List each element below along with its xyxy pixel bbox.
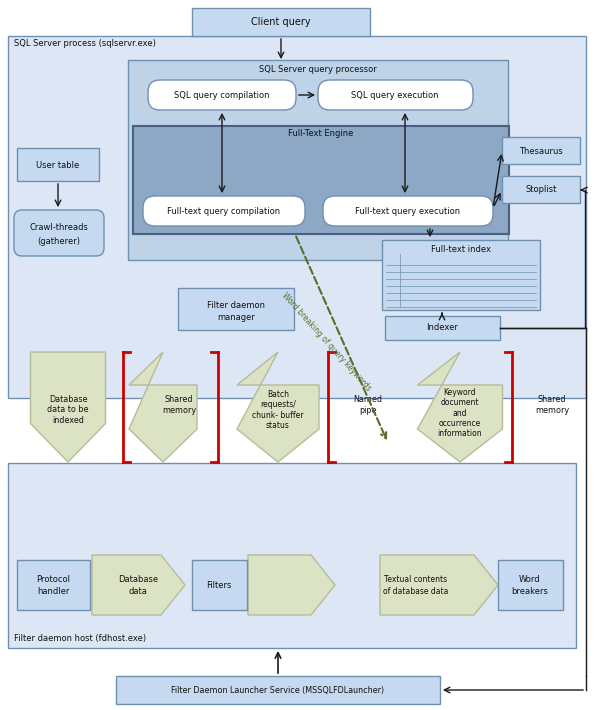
Text: Full-text query compilation: Full-text query compilation [167, 207, 281, 216]
Text: Crawl-threads: Crawl-threads [29, 224, 88, 232]
Text: Filter daemon host (fdhost.exe): Filter daemon host (fdhost.exe) [14, 633, 146, 643]
FancyBboxPatch shape [8, 463, 576, 648]
Polygon shape [129, 352, 197, 462]
Text: Database
data to be
indexed: Database data to be indexed [47, 395, 89, 425]
FancyBboxPatch shape [192, 560, 247, 610]
FancyBboxPatch shape [318, 80, 473, 110]
FancyBboxPatch shape [17, 560, 90, 610]
Polygon shape [248, 555, 335, 615]
FancyBboxPatch shape [178, 288, 294, 330]
Text: SQL Server query processor: SQL Server query processor [259, 65, 377, 74]
Text: Filters: Filters [206, 581, 232, 589]
Text: Textual contents: Textual contents [385, 574, 448, 584]
Text: Named
pipe: Named pipe [353, 395, 383, 415]
Text: Client query: Client query [251, 17, 311, 27]
FancyBboxPatch shape [133, 126, 509, 234]
Polygon shape [31, 352, 106, 462]
Text: manager: manager [217, 314, 255, 322]
Text: Word breaking of query keywords: Word breaking of query keywords [280, 291, 373, 393]
Polygon shape [237, 352, 319, 462]
FancyBboxPatch shape [17, 148, 99, 181]
FancyBboxPatch shape [128, 60, 508, 260]
Text: Shared
memory: Shared memory [162, 395, 196, 415]
FancyBboxPatch shape [323, 196, 493, 226]
Text: Word: Word [519, 576, 541, 584]
Text: breakers: breakers [512, 587, 548, 596]
Text: SQL query execution: SQL query execution [351, 90, 439, 99]
FancyBboxPatch shape [502, 176, 580, 203]
Polygon shape [92, 555, 185, 615]
Text: Full-text index: Full-text index [431, 246, 491, 254]
Text: Stoplist: Stoplist [526, 185, 557, 195]
FancyBboxPatch shape [385, 316, 500, 340]
FancyBboxPatch shape [502, 137, 580, 164]
Text: handler: handler [37, 587, 69, 596]
FancyBboxPatch shape [8, 36, 586, 398]
FancyBboxPatch shape [192, 8, 370, 36]
Text: Full-text query execution: Full-text query execution [355, 207, 461, 216]
Text: Protocol: Protocol [36, 576, 70, 584]
FancyBboxPatch shape [498, 560, 563, 610]
Text: User table: User table [37, 160, 80, 170]
Text: SQL query compilation: SQL query compilation [174, 90, 270, 99]
Text: SQL Server process (sqlservr.exe): SQL Server process (sqlservr.exe) [14, 40, 156, 48]
Text: Thesaurus: Thesaurus [519, 146, 563, 155]
Text: of database data: of database data [383, 586, 449, 596]
Text: Filter Daemon Launcher Service (MSSQLFDLauncher): Filter Daemon Launcher Service (MSSQLFDL… [172, 685, 385, 694]
FancyBboxPatch shape [148, 80, 296, 110]
Text: data: data [128, 587, 148, 596]
Text: Batch
requests/
chunk- buffer
status: Batch requests/ chunk- buffer status [252, 390, 304, 430]
Polygon shape [380, 555, 498, 615]
Text: Keyword
document
and
occurrence
information: Keyword document and occurrence informat… [437, 388, 482, 438]
Text: Shared
memory: Shared memory [535, 395, 569, 415]
Polygon shape [418, 352, 503, 462]
FancyBboxPatch shape [143, 196, 305, 226]
Text: (gatherer): (gatherer) [37, 236, 80, 246]
Text: Filter daemon: Filter daemon [207, 302, 265, 310]
FancyBboxPatch shape [382, 240, 540, 310]
Text: Indexer: Indexer [426, 324, 458, 332]
FancyBboxPatch shape [14, 210, 104, 256]
Text: Full-Text Engine: Full-Text Engine [289, 129, 353, 138]
FancyBboxPatch shape [116, 676, 440, 704]
Text: Database: Database [118, 576, 158, 584]
